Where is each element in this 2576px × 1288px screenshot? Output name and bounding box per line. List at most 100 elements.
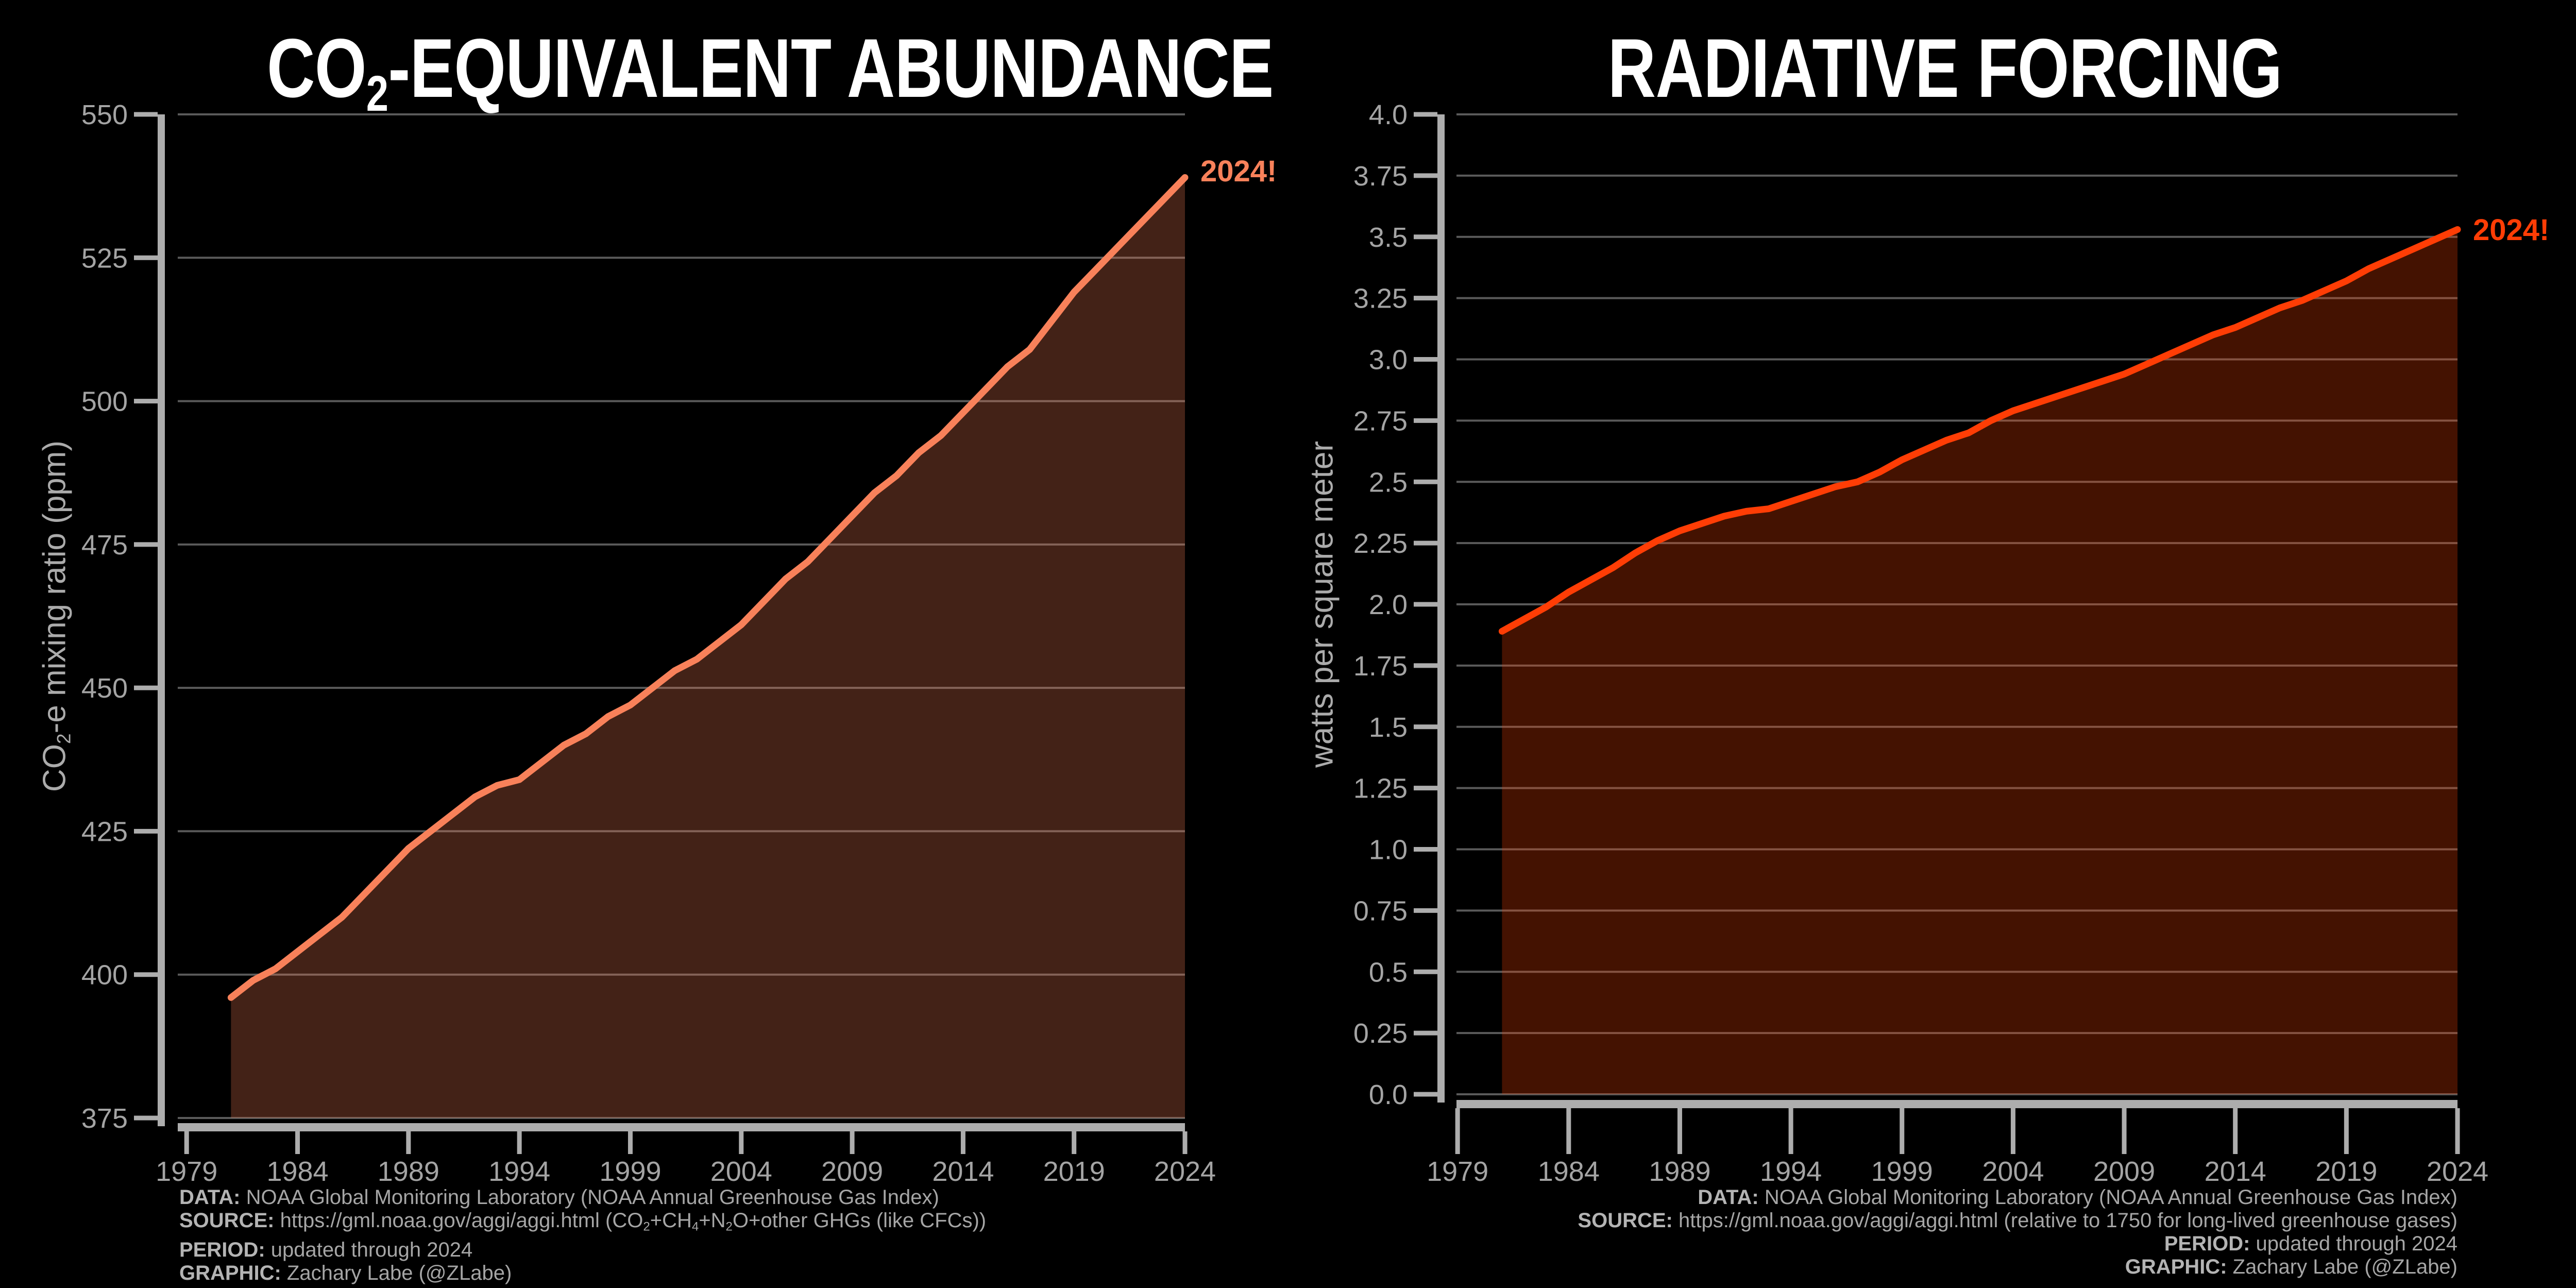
attribution-label: SOURCE: xyxy=(179,1209,275,1232)
attribution-line: PERIOD: updated through 2024 xyxy=(179,1239,986,1262)
attribution-line: GRAPHIC: Zachary Labe (@ZLabe) xyxy=(179,1262,986,1285)
y-tick xyxy=(1414,724,1437,730)
text-segment: Zachary Labe (@ZLabe) xyxy=(2227,1256,2458,1278)
y-tick xyxy=(1414,234,1437,240)
co2e-y-axis-label: CO2-e mixing ratio (ppm) xyxy=(36,440,75,792)
endpoint-annotation: 2024! xyxy=(1200,155,1277,188)
attribution-label: DATA: xyxy=(1698,1186,1759,1209)
y-tick xyxy=(134,255,158,260)
y-tick-label: 1.5 xyxy=(1369,712,1408,743)
y-tick-label: 2.75 xyxy=(1353,405,1408,436)
y-tick-label: 375 xyxy=(81,1103,128,1134)
y-tick xyxy=(1414,296,1437,301)
y-tick-label: 450 xyxy=(81,673,128,704)
y-tick xyxy=(1414,540,1437,546)
y-tick xyxy=(1414,1030,1437,1036)
x-tick xyxy=(2233,1108,2238,1154)
attribution-label: PERIOD: xyxy=(2164,1232,2250,1255)
x-tick xyxy=(1677,1108,1682,1154)
y-tick xyxy=(1414,357,1437,362)
text-segment: https://gml.noaa.gov/aggi/aggi.html (CO xyxy=(274,1209,643,1232)
y-tick xyxy=(1414,847,1437,852)
y-tick-label: 2.5 xyxy=(1369,467,1408,498)
rf-y-axis-label: watts per square meter xyxy=(1304,441,1341,768)
x-tick-label: 1989 xyxy=(1649,1156,1710,1187)
y-tick xyxy=(1414,908,1437,913)
text-segment: watts per square meter xyxy=(1304,440,1340,768)
x-tick xyxy=(960,1131,965,1154)
x-tick-label: 2014 xyxy=(2205,1156,2266,1187)
x-tick-label: 1994 xyxy=(1760,1156,1822,1187)
y-tick xyxy=(134,399,158,404)
text-segment: CO xyxy=(267,22,367,115)
attribution-label: SOURCE: xyxy=(1578,1209,1673,1232)
x-tick-label: 2004 xyxy=(710,1156,772,1187)
attribution-line: DATA: NOAA Global Monitoring Laboratory … xyxy=(179,1186,986,1209)
data-line xyxy=(1498,226,2461,635)
y-axis-spine xyxy=(1437,114,1445,1103)
subscript-text: 4 xyxy=(691,1219,699,1234)
text-segment: updated through 2024 xyxy=(2250,1232,2458,1255)
x-tick xyxy=(295,1131,300,1154)
text-segment: -EQUIVALENT ABUNDANCE xyxy=(388,22,1274,115)
y-tick-label: 3.5 xyxy=(1369,222,1408,253)
x-tick-label: 2019 xyxy=(2315,1156,2377,1187)
x-tick-label: 2019 xyxy=(1043,1156,1105,1187)
x-tick xyxy=(2344,1108,2349,1154)
x-axis-spine xyxy=(1456,1100,2458,1108)
area-fill xyxy=(231,177,1185,1118)
y-tick-label: 550 xyxy=(81,99,128,130)
attribution-line: DATA: NOAA Global Monitoring Laboratory … xyxy=(1578,1186,2458,1209)
y-tick xyxy=(1414,418,1437,423)
attribution-label: PERIOD: xyxy=(179,1238,265,1261)
attribution-label: GRAPHIC: xyxy=(179,1261,281,1284)
y-tick xyxy=(1414,112,1437,117)
y-tick xyxy=(1414,786,1437,791)
endpoint-annotation: 2024! xyxy=(2473,213,2549,247)
y-tick xyxy=(134,542,158,547)
x-tick-label: 1984 xyxy=(1538,1156,1600,1187)
y-tick-label: 0.25 xyxy=(1353,1018,1408,1049)
area-fill xyxy=(1502,229,2458,1094)
y-tick-label: 4.0 xyxy=(1369,99,1408,130)
text-segment: CO xyxy=(37,744,73,792)
x-axis-spine xyxy=(178,1123,1185,1131)
x-tick-label: 1979 xyxy=(156,1156,217,1187)
data-line xyxy=(227,174,1189,1001)
y-tick-label: 475 xyxy=(81,530,128,561)
subscript-text: 2 xyxy=(53,733,75,744)
x-tick-label: 2014 xyxy=(932,1156,994,1187)
y-tick xyxy=(1414,173,1437,178)
rf-chart-title: RADIATIVE FORCING xyxy=(1535,25,2355,117)
x-tick xyxy=(739,1131,744,1154)
text-segment: -e mixing ratio (ppm) xyxy=(37,440,73,734)
attribution-line: PERIOD: updated through 2024 xyxy=(1578,1232,2458,1256)
text-segment: O+other GHGs (like CFCs)) xyxy=(732,1209,987,1232)
y-tick xyxy=(1414,479,1437,484)
y-tick xyxy=(134,828,158,834)
x-tick xyxy=(184,1131,189,1154)
attribution-line: SOURCE: https://gml.noaa.gov/aggi/aggi.h… xyxy=(179,1209,986,1239)
x-tick-label: 1979 xyxy=(1427,1156,1488,1187)
x-tick-label: 1999 xyxy=(1871,1156,1933,1187)
text-segment: NOAA Global Monitoring Laboratory (NOAA … xyxy=(240,1186,939,1209)
text-segment: +CH xyxy=(650,1209,692,1232)
y-tick-label: 2.25 xyxy=(1353,528,1408,559)
x-tick xyxy=(1455,1108,1460,1154)
y-tick-label: 3.25 xyxy=(1353,283,1408,314)
x-tick xyxy=(628,1131,633,1154)
y-tick-label: 2.0 xyxy=(1369,589,1408,620)
subscript-text: 2 xyxy=(643,1219,650,1234)
attribution-line: SOURCE: https://gml.noaa.gov/aggi/aggi.h… xyxy=(1578,1209,2458,1232)
y-tick-label: 425 xyxy=(81,816,128,847)
y-tick-label: 0.0 xyxy=(1369,1079,1408,1110)
text-segment: updated through 2024 xyxy=(265,1238,473,1261)
x-tick-label: 2009 xyxy=(2093,1156,2155,1187)
x-tick xyxy=(1072,1131,1077,1154)
x-tick xyxy=(517,1131,522,1154)
attribution-line: GRAPHIC: Zachary Labe (@ZLabe) xyxy=(1578,1256,2458,1279)
attribution-label: DATA: xyxy=(179,1186,241,1209)
x-tick xyxy=(1788,1108,1793,1154)
